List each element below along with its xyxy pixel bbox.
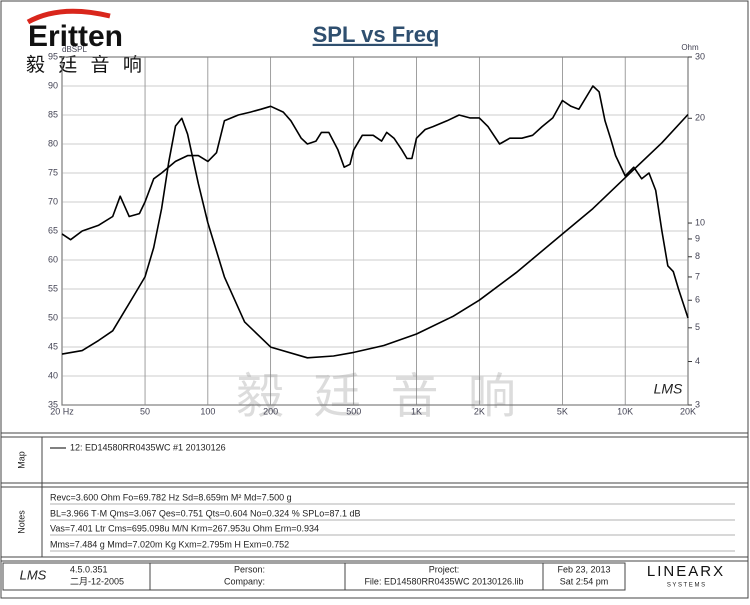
x-tick-label: 50 — [140, 406, 150, 416]
y2-tick-label: 10 — [695, 217, 705, 227]
y-tick-label: 80 — [48, 138, 58, 148]
y-tick-label: 35 — [48, 399, 58, 409]
logo-chinese: 毅 廷 音 响 — [26, 54, 146, 76]
data-line — [61, 85, 689, 319]
x-tick-label: 500 — [346, 406, 361, 416]
y-tick-label: 95 — [48, 51, 58, 61]
y2-axis-label: Ohm — [681, 43, 699, 52]
lms-mark: LMS — [654, 381, 683, 397]
legend-label: 12: ED14580RR0435WC #1 20130126 — [70, 442, 226, 452]
footer: LMS 4.5.0.351 二月-12-2005 Person: Company… — [2, 562, 725, 591]
x-tick-label: 5K — [557, 406, 568, 416]
project: Project: — [429, 564, 460, 574]
watermark: 毅 廷 音 响 — [236, 371, 524, 424]
x-tick-label: 20K — [680, 406, 696, 416]
y2-tick-label: 6 — [695, 295, 700, 305]
panel-label: Map — [16, 451, 26, 469]
note: Revc=3.600 Ohm Fo=69.782 Hz Sd=8.659m M²… — [50, 492, 292, 502]
logo: Eritten — [28, 20, 123, 53]
y-tick-label: 40 — [48, 370, 58, 380]
y2-tick-label: 8 — [695, 251, 700, 261]
y-tick-label: 45 — [48, 341, 58, 351]
time: Sat 2:54 pm — [560, 576, 609, 586]
y2-tick-label: 3 — [695, 399, 700, 409]
y-tick-label: 65 — [48, 225, 58, 235]
note: BL=3.966 T·M Qms=3.067 Qes=0.751 Qts=0.6… — [50, 508, 361, 518]
y-tick-label: 70 — [48, 196, 58, 206]
footer-cell — [542, 562, 626, 591]
file: File: ED14580RR0435WC 20130126.lib — [364, 576, 523, 586]
chart-title: SPL vs Freq — [313, 22, 440, 47]
person: Person: — [234, 564, 265, 574]
build-date: 二月-12-2005 — [70, 576, 124, 586]
y-axis-label: dBSPL — [62, 45, 87, 54]
x-tick-label: 100 — [200, 406, 215, 416]
note: Vas=7.401 Ltr Cms=695.098u M/N Krm=267.9… — [50, 523, 319, 533]
y-tick-label: 75 — [48, 167, 58, 177]
y-tick-label: 50 — [48, 312, 58, 322]
notes: Revc=3.600 Ohm Fo=69.782 Hz Sd=8.659m M²… — [50, 492, 735, 552]
x-tick-label: 10K — [617, 406, 633, 416]
date: Feb 23, 2013 — [557, 564, 610, 574]
y2-tick-label: 30 — [695, 51, 705, 61]
x-tick-label: 200 — [263, 406, 278, 416]
y-tick-label: 90 — [48, 80, 58, 90]
x-tick-label: 1K — [411, 406, 422, 416]
vendor-sub: S Y S T E M S — [667, 583, 705, 589]
lms-mark: LMS — [20, 567, 47, 582]
company: Company: — [224, 576, 265, 586]
data-line — [61, 113, 689, 359]
panel-label: Notes — [16, 510, 26, 534]
y-tick-label: 85 — [48, 109, 58, 119]
x-tick-label: 2K — [474, 406, 485, 416]
y-tick-label: 55 — [48, 283, 58, 293]
note: Mms=7.484 g Mmd=7.020m Kg Kxm=2.795m H E… — [50, 539, 289, 549]
y2-tick-label: 7 — [695, 271, 700, 281]
x-tick-label: 20 Hz — [50, 406, 74, 416]
version: 4.5.0.351 — [70, 564, 108, 574]
logo-swoosh — [26, 8, 111, 25]
y2-tick-label: 4 — [695, 356, 700, 366]
y2-tick-label: 5 — [695, 322, 700, 332]
y-tick-label: 60 — [48, 254, 58, 264]
y2-tick-label: 9 — [695, 233, 700, 243]
y2-tick-label: 20 — [695, 113, 705, 123]
vendor: LINEARX — [647, 563, 725, 580]
